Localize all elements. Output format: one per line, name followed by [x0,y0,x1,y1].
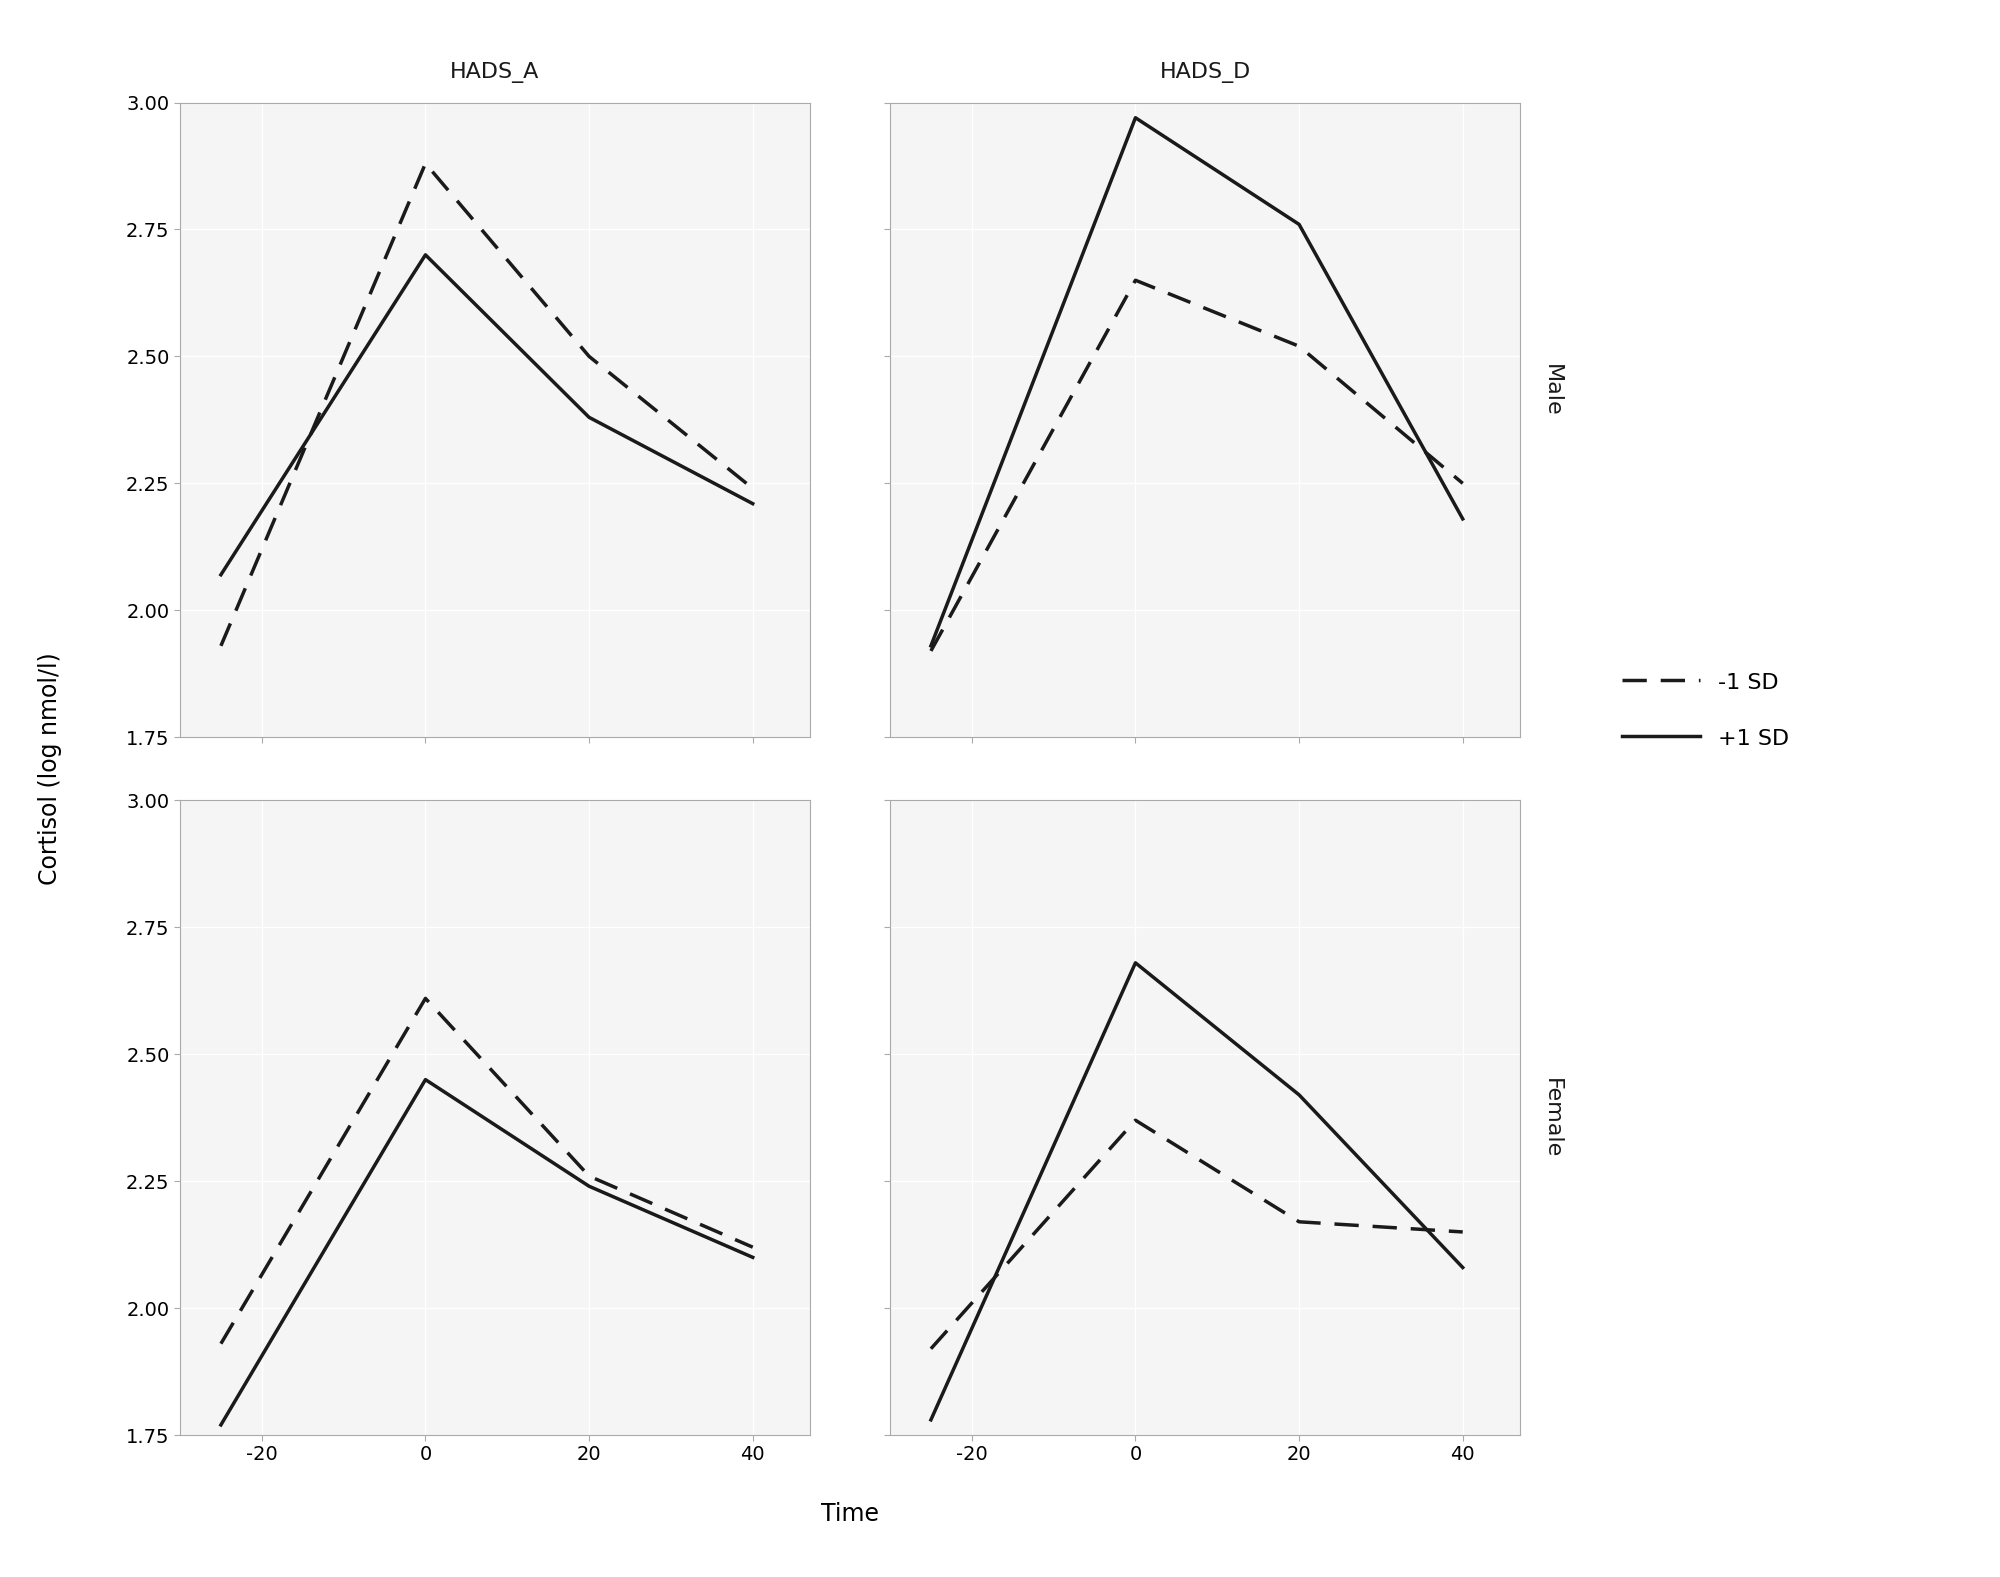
Legend: -1 SD, +1 SD: -1 SD, +1 SD [1612,659,1800,760]
Text: Male: Male [1542,364,1562,416]
Text: HADS_D: HADS_D [1160,62,1250,84]
Text: HADS_A: HADS_A [450,62,540,84]
Text: Female: Female [1542,1077,1562,1158]
Text: Cortisol (log nmol/l): Cortisol (log nmol/l) [38,653,62,885]
Text: Time: Time [822,1501,880,1527]
